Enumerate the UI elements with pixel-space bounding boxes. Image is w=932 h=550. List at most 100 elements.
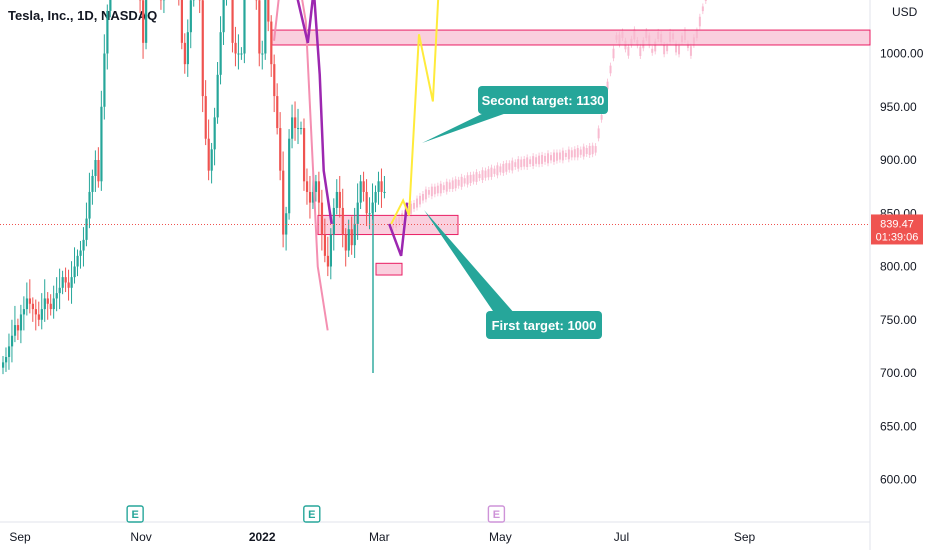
candle-body <box>100 106 103 182</box>
earnings-marker-box <box>126 505 144 523</box>
candle-body <box>55 293 58 299</box>
candle-body <box>368 213 371 215</box>
candle-body <box>380 181 383 192</box>
candle-body <box>61 277 64 288</box>
x-tick-label: Nov <box>130 530 151 544</box>
earnings-marker-label: E <box>493 509 500 521</box>
chart-title: Tesla, Inc., 1D, NASDAQ <box>8 8 158 23</box>
purple-projection <box>388 202 409 257</box>
candle-body <box>317 181 321 203</box>
y-tick-label: 950.00 <box>880 100 917 114</box>
price-scale[interactable] <box>870 0 932 550</box>
candle-body <box>305 181 309 192</box>
x-tick-label: Mar <box>369 530 390 544</box>
zone <box>375 262 403 276</box>
currency-label: USD <box>892 5 918 19</box>
candle-body <box>109 0 112 11</box>
candle-body <box>302 128 306 182</box>
candle-body <box>383 191 386 193</box>
candle-body <box>300 128 303 130</box>
candle-body <box>4 357 8 363</box>
x-tick-label: Sep <box>734 530 756 544</box>
candle-body <box>85 218 88 240</box>
candle-body <box>64 277 67 283</box>
candle-body <box>320 202 324 235</box>
x-tick-label: 2022 <box>249 530 276 544</box>
candle-body <box>353 223 356 246</box>
candle-body <box>335 191 338 208</box>
earnings-marker-box <box>487 505 506 523</box>
candle-body <box>332 207 335 235</box>
candle-body <box>49 303 52 310</box>
second-target-callout[interactable]: Second target: 1130 <box>422 86 608 143</box>
candle-body <box>106 10 109 54</box>
projection-paths <box>273 0 440 331</box>
candle-body <box>31 303 34 310</box>
x-tick-label: Jul <box>614 530 629 544</box>
candle-body <box>76 255 79 267</box>
second-target-pointer <box>422 111 512 143</box>
candle-body <box>270 21 273 65</box>
candle-body <box>264 0 267 54</box>
candle-body <box>79 250 82 256</box>
yellow-projection <box>390 0 440 225</box>
y-tick-label: 650.00 <box>880 419 917 433</box>
candle-body <box>329 234 332 267</box>
candle-body <box>142 0 145 43</box>
candle-body <box>82 239 85 251</box>
candle-body <box>285 213 288 235</box>
x-tick-label: May <box>489 530 512 544</box>
candle-body <box>186 32 189 65</box>
earnings-marker[interactable]: E <box>487 505 506 523</box>
candle-body <box>350 229 353 246</box>
candle-body <box>231 0 234 43</box>
y-tick-label: 700.00 <box>880 366 917 380</box>
candle-body <box>365 191 368 214</box>
y-tick-label: 800.00 <box>880 260 917 274</box>
candle-body <box>207 138 210 171</box>
earnings-marker[interactable]: E <box>126 505 144 523</box>
candle-body <box>16 325 20 331</box>
second-target-box <box>478 86 608 114</box>
last-price-countdown: 01:39:06 <box>876 231 919 243</box>
pink-projection <box>273 0 329 331</box>
candle-body <box>37 314 40 320</box>
last-price-value: 839.47 <box>880 218 914 230</box>
candle-body <box>344 234 347 251</box>
candle-body <box>323 234 327 256</box>
candle-body <box>288 138 291 214</box>
candle-body <box>7 346 11 358</box>
y-tick-label: 1000.00 <box>880 47 924 61</box>
candle-body <box>237 53 240 55</box>
candle-body <box>43 298 46 310</box>
candle-body <box>58 287 61 294</box>
candle-body <box>97 160 100 182</box>
candle-body <box>297 128 300 130</box>
zone <box>271 29 871 46</box>
candle-body <box>34 309 37 315</box>
candle-body <box>25 298 29 310</box>
candle-body <box>46 298 49 304</box>
candle-body <box>73 266 76 278</box>
candle-body <box>267 0 270 22</box>
second-target-label: Second target: 1130 <box>482 93 605 108</box>
candle-body <box>362 181 365 192</box>
candle-body <box>276 96 279 129</box>
x-tick-label: Sep <box>9 530 31 544</box>
candle-body <box>243 0 246 54</box>
candle-body <box>2 362 5 368</box>
candle-body <box>70 277 73 288</box>
y-tick-label: 750.00 <box>880 313 917 327</box>
candle-body <box>91 175 94 192</box>
earnings-marker[interactable]: E <box>303 505 321 523</box>
candle-body <box>234 42 237 54</box>
first-target-callout[interactable]: First target: 1000 <box>424 210 602 339</box>
candle-body <box>103 53 106 107</box>
first-target-pointer <box>424 210 515 314</box>
purple-projection <box>296 0 333 225</box>
candle-body <box>52 298 55 310</box>
y-tick-label: 900.00 <box>880 153 917 167</box>
last-price-box <box>871 214 923 245</box>
